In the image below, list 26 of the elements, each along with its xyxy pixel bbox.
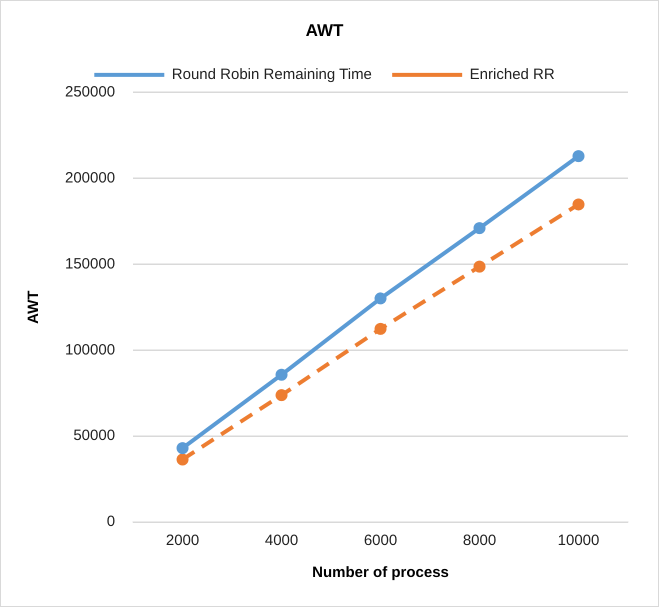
x-axis-title: Number of process [312,564,449,582]
y-tick-label: 200000 [64,169,116,186]
chart-title: AWT [306,20,344,40]
point [572,198,585,210]
y-tick-label: 0 [106,513,116,530]
point [474,222,486,234]
legend-label: Round Robin Remaining Time [172,66,372,84]
point [374,322,387,335]
y-tick-label: 100000 [64,341,116,358]
y-tick-label: 50000 [73,427,116,444]
legend-label: Enriched RR [470,66,555,84]
point [276,368,288,381]
point [374,292,387,304]
y-tick-label: 150000 [64,255,116,272]
x-tick-label: 10000 [558,532,600,550]
y-tick-label: 250000 [64,84,116,101]
point [572,150,585,162]
x-tick-label: 6000 [364,532,398,550]
x-tick-label: 2000 [166,532,200,550]
point [474,260,486,273]
point [276,389,288,402]
point [176,453,189,466]
point [176,442,189,454]
y-axis-title: AWT [25,290,42,324]
x-tick-label: 4000 [264,532,298,550]
x-tick-label: 8000 [462,532,496,550]
